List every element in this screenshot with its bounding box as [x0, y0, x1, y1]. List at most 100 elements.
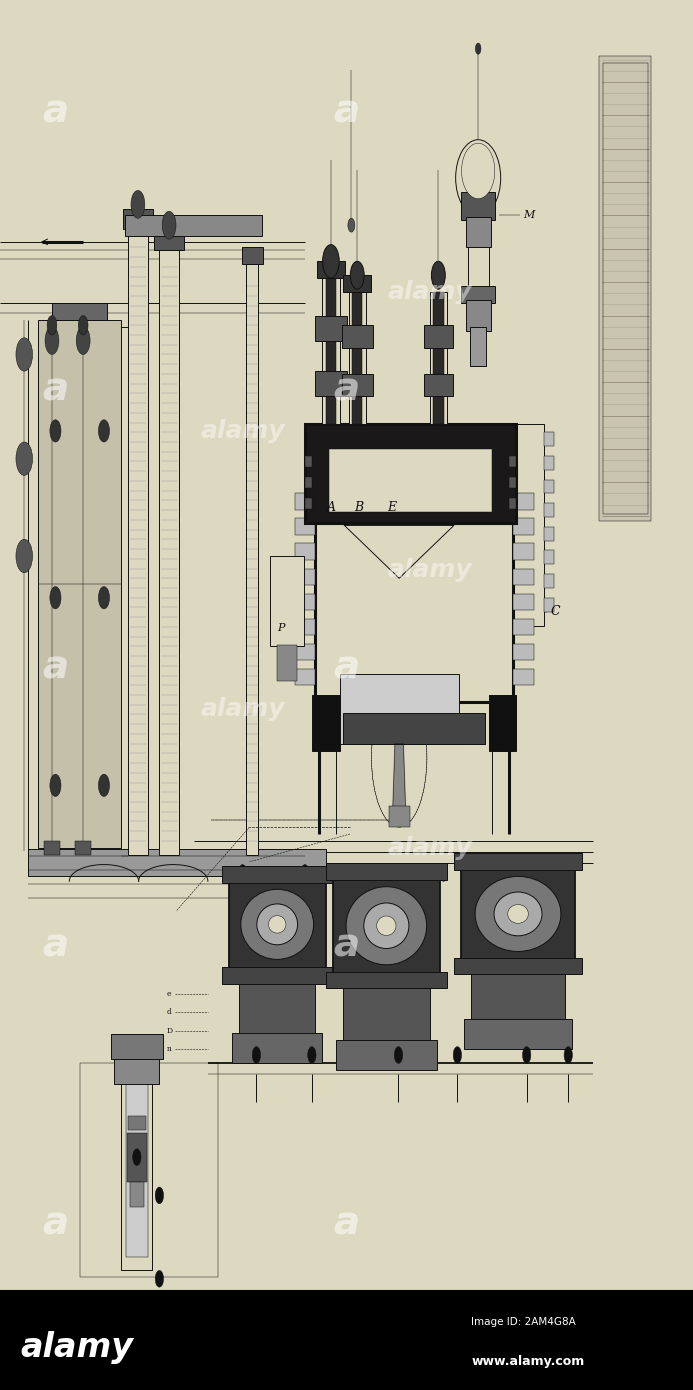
Ellipse shape	[257, 904, 297, 945]
Circle shape	[564, 1047, 572, 1063]
Circle shape	[439, 865, 448, 881]
Bar	[317, 261, 345, 278]
Ellipse shape	[377, 916, 396, 935]
Bar	[343, 984, 430, 1042]
Bar	[127, 1133, 147, 1182]
Text: alamy: alamy	[387, 835, 472, 860]
Bar	[130, 1182, 144, 1207]
Circle shape	[50, 774, 61, 796]
Bar	[277, 645, 297, 681]
Bar	[114, 1056, 159, 1084]
Text: a: a	[333, 370, 360, 409]
Ellipse shape	[475, 877, 561, 952]
Bar	[544, 574, 554, 588]
Bar	[315, 371, 346, 396]
Bar	[246, 264, 258, 855]
Bar	[544, 527, 554, 541]
Bar	[342, 374, 373, 396]
Bar	[513, 493, 534, 510]
Bar	[38, 320, 121, 848]
Bar	[349, 292, 366, 424]
Bar	[513, 424, 544, 626]
Ellipse shape	[241, 890, 313, 959]
Ellipse shape	[494, 892, 542, 935]
Bar	[154, 229, 184, 250]
Bar	[315, 316, 346, 341]
Bar	[513, 543, 534, 560]
Circle shape	[301, 865, 309, 881]
Bar	[336, 1040, 437, 1070]
Bar	[326, 863, 447, 880]
Bar	[326, 278, 336, 424]
Text: M: M	[523, 210, 534, 221]
Text: Image ID: 2AM4G8A: Image ID: 2AM4G8A	[471, 1316, 576, 1327]
Bar	[599, 56, 651, 521]
Bar	[295, 669, 315, 685]
Bar	[222, 967, 333, 984]
Text: www.alamy.com: www.alamy.com	[471, 1355, 584, 1369]
Bar	[242, 247, 263, 264]
Bar	[424, 374, 453, 396]
Bar	[424, 325, 453, 348]
Bar	[343, 713, 485, 744]
Bar	[329, 449, 492, 512]
Bar	[509, 477, 516, 488]
Bar	[603, 63, 648, 514]
Text: alamy: alamy	[200, 418, 285, 443]
Text: a: a	[333, 648, 360, 687]
Circle shape	[557, 865, 565, 881]
Ellipse shape	[508, 905, 528, 923]
Bar	[513, 644, 534, 660]
Bar	[123, 208, 153, 229]
Bar	[326, 972, 447, 988]
Text: a: a	[42, 926, 69, 965]
Text: a: a	[333, 92, 360, 131]
Text: a: a	[42, 648, 69, 687]
Bar	[333, 872, 440, 980]
Bar	[461, 192, 495, 220]
Bar	[513, 518, 534, 535]
Bar	[509, 498, 516, 509]
Bar	[513, 594, 534, 610]
Bar	[461, 286, 495, 303]
Bar	[295, 619, 315, 635]
Circle shape	[509, 865, 517, 881]
Circle shape	[98, 420, 109, 442]
Bar	[466, 300, 491, 331]
Bar	[222, 866, 333, 883]
Bar	[295, 493, 315, 510]
Circle shape	[47, 316, 57, 335]
Text: a: a	[333, 1204, 360, 1243]
Bar	[470, 327, 486, 366]
Bar	[461, 862, 575, 966]
Text: n: n	[166, 1045, 171, 1054]
Circle shape	[16, 442, 33, 475]
Bar	[128, 229, 148, 855]
Text: alamy: alamy	[200, 696, 285, 721]
Bar	[464, 1019, 572, 1049]
Circle shape	[155, 1270, 164, 1287]
Bar	[471, 969, 565, 1022]
Ellipse shape	[268, 916, 286, 933]
Bar	[239, 980, 315, 1036]
Text: A: A	[327, 500, 335, 514]
Circle shape	[76, 327, 90, 354]
Circle shape	[132, 1148, 141, 1165]
Text: P: P	[277, 623, 284, 634]
Circle shape	[50, 587, 61, 609]
Text: d: d	[166, 1008, 171, 1016]
Circle shape	[308, 1047, 316, 1063]
Bar	[513, 619, 534, 635]
Polygon shape	[393, 744, 405, 806]
Bar	[544, 503, 554, 517]
Circle shape	[131, 190, 145, 218]
Bar	[305, 456, 312, 467]
Circle shape	[98, 774, 109, 796]
Text: a: a	[42, 92, 69, 131]
Ellipse shape	[346, 887, 427, 965]
Circle shape	[394, 1047, 403, 1063]
Bar	[75, 841, 91, 855]
Bar	[305, 477, 312, 488]
Bar	[389, 806, 410, 827]
Ellipse shape	[456, 140, 500, 217]
